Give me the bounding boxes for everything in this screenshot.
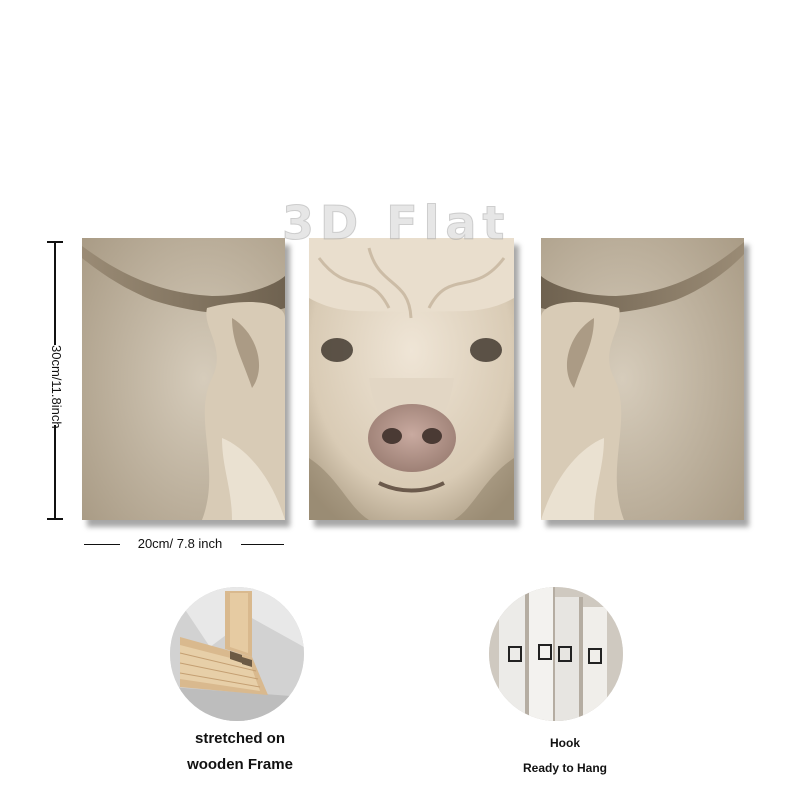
canvas-panel-right: [541, 238, 744, 520]
frame-caption-line2: wooden Frame: [187, 756, 293, 773]
left-horn-artwork: [82, 238, 285, 520]
right-horn-artwork: [541, 238, 744, 520]
width-dimension-line-right: [241, 544, 284, 545]
wooden-frame-photo: [170, 587, 304, 721]
height-dimension-cap-bottom: [47, 518, 63, 520]
wooden-frame-illustration: [170, 587, 304, 721]
cow-face-artwork: [309, 238, 514, 520]
canvas-panel-left: [82, 238, 285, 520]
width-dimension-line-left: [84, 544, 120, 545]
height-dimension-label: 30cm/11.8inch: [45, 345, 67, 429]
hook-caption-line2: Ready to Hang: [522, 761, 607, 775]
hook-illustration: [489, 587, 623, 721]
hook-photo: [489, 587, 623, 721]
hook-caption-line1: Hook: [550, 736, 580, 750]
height-dimension-cap-top: [47, 241, 63, 243]
frame-caption-line1: stretched on: [194, 730, 285, 747]
canvas-panel-center: [309, 238, 514, 520]
width-dimension-label: 20cm/ 7.8 inch: [137, 536, 223, 551]
